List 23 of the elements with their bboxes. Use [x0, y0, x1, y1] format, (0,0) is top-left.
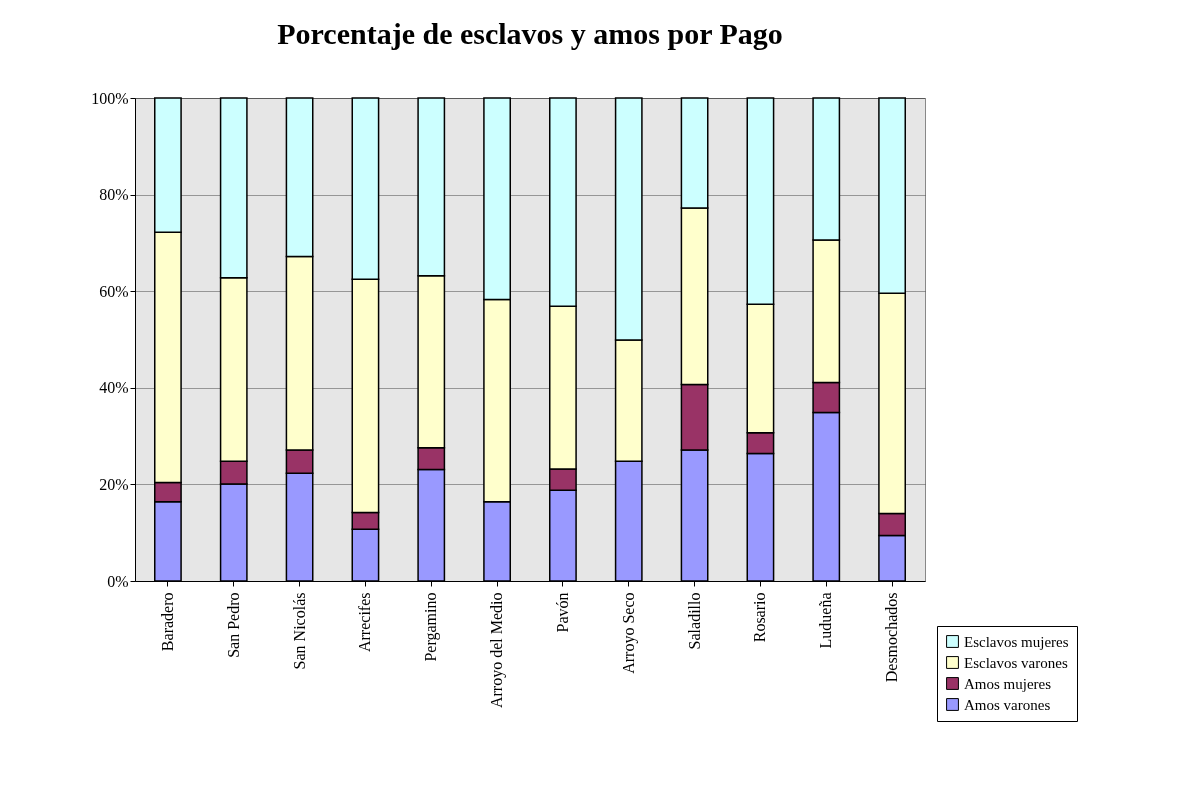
- legend-label: Esclavos varones: [964, 654, 1068, 671]
- y-tick-label: 60%: [99, 282, 129, 300]
- x-tick-label: Baradero: [158, 592, 176, 652]
- y-tick-label: 40%: [99, 379, 129, 397]
- x-tick-label: Arrecifes: [356, 592, 374, 653]
- x-tick-label: Arroyo del Medio: [488, 592, 507, 709]
- y-tick-label: 80%: [99, 186, 129, 204]
- x-tick-label: Rosario: [751, 592, 769, 643]
- x-tick-label: Arroyo Seco: [619, 592, 638, 674]
- x-tick-label: Pergamino: [422, 592, 441, 662]
- legend-label: Esclavos mujeres: [964, 633, 1069, 650]
- x-tick-label: San Pedro: [224, 592, 242, 658]
- y-tick-label: 20%: [99, 475, 129, 493]
- x-tick-label: Pavón: [553, 592, 571, 633]
- legend-label: Amos mujeres: [964, 675, 1052, 692]
- x-tick-label: Ludueña: [817, 592, 835, 649]
- legend-label: Amos varones: [964, 696, 1051, 713]
- x-tick-label: San Nicolás: [290, 592, 308, 670]
- x-tick-label: Saladillo: [685, 592, 703, 650]
- y-tick-label: 0%: [107, 572, 129, 590]
- chart-title: Porcentaje de esclavos y amos por Pago: [277, 17, 783, 50]
- x-tick-label: Desmochados: [883, 592, 901, 683]
- y-tick-label: 100%: [91, 89, 129, 107]
